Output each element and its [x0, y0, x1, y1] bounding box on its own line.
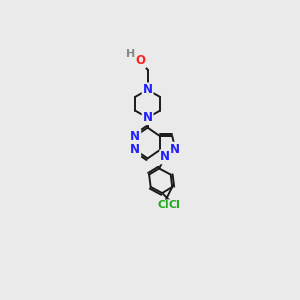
- Text: N: N: [130, 130, 140, 142]
- Text: N: N: [170, 143, 180, 156]
- Text: Cl: Cl: [169, 200, 181, 210]
- Text: H: H: [126, 49, 135, 59]
- Text: N: N: [142, 111, 153, 124]
- Text: N: N: [130, 143, 140, 157]
- Text: N: N: [160, 150, 170, 164]
- Text: Cl: Cl: [157, 200, 169, 210]
- Text: O: O: [136, 54, 146, 67]
- Text: N: N: [142, 83, 153, 96]
